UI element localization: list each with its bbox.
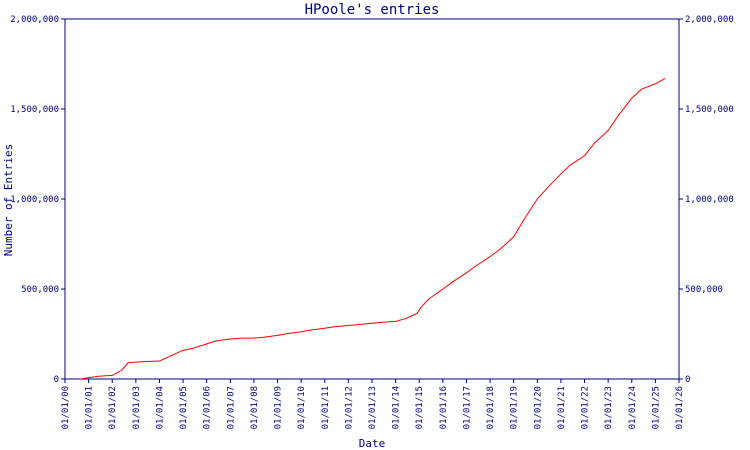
y-tick-label-left: 1,500,000 — [10, 105, 59, 115]
x-tick-label: 01/01/26 — [675, 386, 685, 429]
x-tick-label: 01/01/22 — [581, 386, 591, 429]
x-tick-label: 01/01/18 — [486, 386, 496, 429]
y-tick-label-right: 1,500,000 — [685, 105, 734, 115]
x-tick-label: 01/01/17 — [462, 386, 472, 429]
y-tick-label-left: 0 — [54, 375, 59, 385]
y-tick-label-left: 1,000,000 — [10, 195, 59, 205]
x-tick-label: 01/01/09 — [274, 386, 284, 429]
x-tick-label: 01/01/03 — [132, 386, 142, 429]
x-tick-label: 01/01/14 — [392, 386, 402, 429]
y-tick-label-right: 500,000 — [685, 285, 723, 295]
x-tick-label: 01/01/07 — [226, 386, 236, 429]
x-tick-label: 01/01/16 — [439, 386, 449, 429]
x-tick-label: 01/01/04 — [155, 386, 165, 429]
y-tick-label-left: 500,000 — [21, 285, 59, 295]
y-tick-label-right: 0 — [685, 375, 690, 385]
x-tick-label: 01/01/21 — [557, 386, 567, 429]
series-layer — [80, 77, 666, 380]
chart-title: HPoole's entries — [305, 2, 440, 18]
x-tick-label: 01/01/11 — [321, 386, 331, 429]
x-tick-label: 01/01/24 — [628, 386, 638, 429]
x-tick-label: 01/01/06 — [203, 386, 213, 429]
x-tick-label: 01/01/05 — [179, 386, 189, 429]
x-tick-label: 01/01/15 — [415, 386, 425, 429]
x-tick-label: 01/01/12 — [344, 386, 354, 429]
y-axis-label: Number of Entries — [2, 144, 15, 257]
plot-frame — [64, 18, 680, 380]
x-tick-label: 01/01/01 — [85, 386, 95, 429]
x-tick-label: 01/01/23 — [604, 386, 614, 429]
x-tick-label: 01/01/10 — [297, 386, 307, 429]
x-tick-label: 01/01/20 — [533, 386, 543, 429]
x-tick-label: 01/01/13 — [368, 386, 378, 429]
y-tick-label-right: 2,000,000 — [685, 15, 734, 25]
x-tick-label: 01/01/02 — [108, 386, 118, 429]
x-axis-label: Date — [359, 437, 386, 450]
x-tick-label: 01/01/19 — [510, 386, 520, 429]
x-tick-label: 01/01/08 — [250, 386, 260, 429]
x-tick-label: 01/01/00 — [61, 386, 71, 429]
y-tick-label-left: 2,000,000 — [10, 15, 59, 25]
y-tick-label-right: 1,000,000 — [685, 195, 734, 205]
axis-ticks: 0 0 500,000 500,000 1,000,000 1,000,000 1,500,… — [10, 15, 734, 429]
x-tick-label: 01/01/25 — [651, 386, 661, 429]
series-line-0 — [80, 77, 666, 380]
